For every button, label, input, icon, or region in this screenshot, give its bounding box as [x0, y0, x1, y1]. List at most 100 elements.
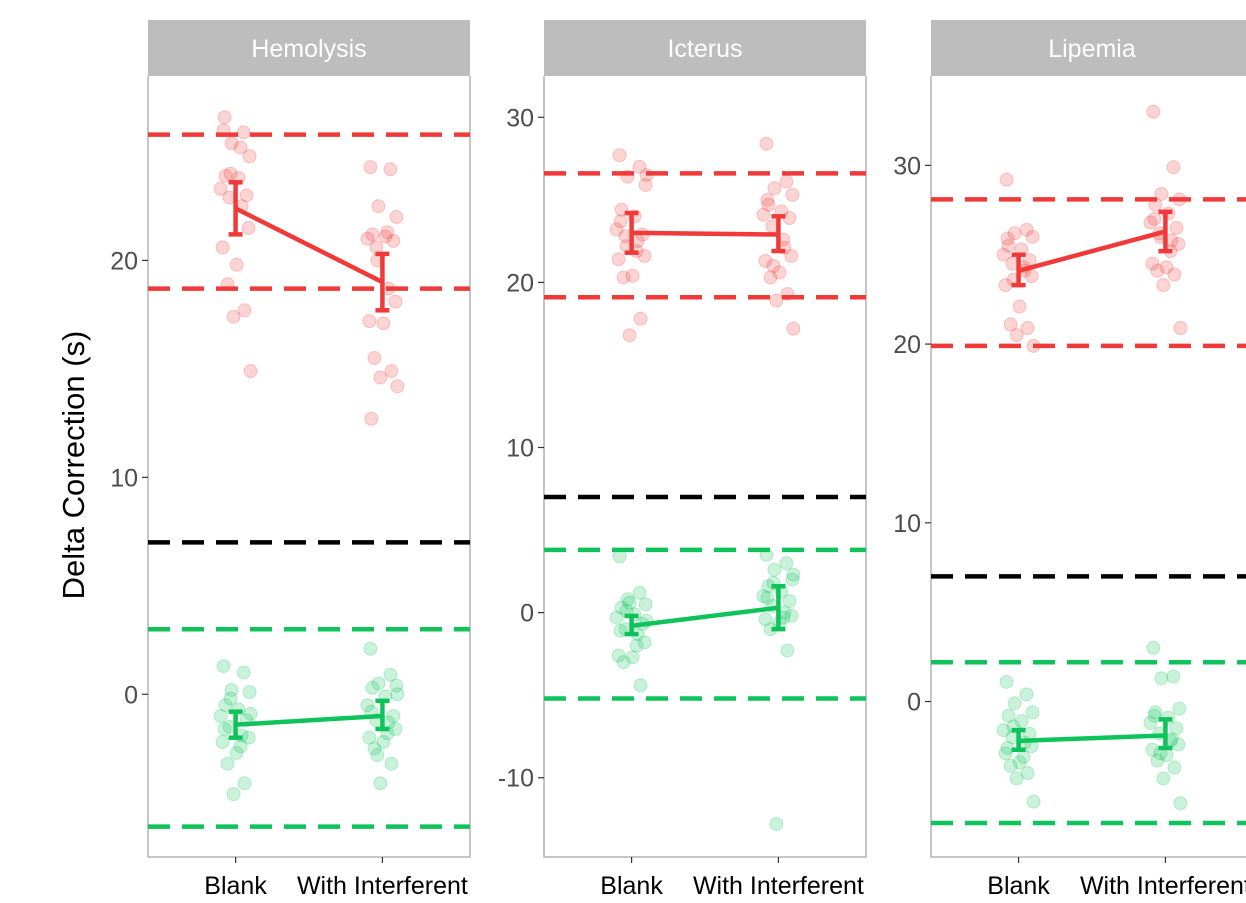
data-point [767, 562, 782, 577]
data-point [620, 169, 635, 184]
data-point [785, 187, 800, 202]
data-point [1156, 771, 1171, 786]
data-point [1007, 226, 1022, 241]
data-point [226, 787, 241, 802]
data-point [759, 136, 774, 151]
data-point [784, 608, 799, 623]
data-point [633, 678, 648, 693]
data-point [367, 351, 382, 366]
facet-label: Lipemia [1048, 35, 1136, 63]
facet-strip [148, 20, 470, 76]
data-point [378, 229, 393, 244]
y-tick-label: 20 [893, 331, 921, 359]
data-point [760, 192, 775, 207]
data-point [1007, 696, 1022, 711]
data-point [216, 659, 231, 674]
data-point [625, 650, 640, 665]
data-point [1003, 758, 1018, 773]
data-point [1025, 705, 1040, 720]
data-point [1156, 278, 1171, 293]
facet-label: Hemolysis [251, 35, 366, 63]
data-point [1020, 766, 1035, 781]
data-point [1171, 737, 1186, 752]
data-point [370, 748, 385, 763]
y-tick-label: -10 [498, 765, 534, 793]
data-point [1019, 222, 1034, 237]
data-point [759, 547, 774, 562]
y-tick-label: 0 [520, 600, 534, 628]
data-point [637, 635, 652, 650]
data-point [243, 364, 258, 379]
data-point [380, 225, 395, 240]
data-point [383, 162, 398, 177]
data-point [390, 687, 405, 702]
data-point [229, 257, 244, 272]
y-tick-label: 20 [110, 247, 138, 275]
data-point [242, 149, 257, 164]
panel-lipemia: Lipemia 0 10 20 30 Blank With Interferent [893, 20, 1246, 900]
x-tick-label: Blank [987, 872, 1050, 900]
data-point [1159, 260, 1174, 275]
data-point [1001, 238, 1016, 253]
data-point [1026, 338, 1041, 353]
data-point [622, 328, 637, 343]
data-point [761, 197, 776, 212]
data-point [236, 125, 251, 140]
data-point [611, 648, 626, 663]
data-point [780, 286, 795, 301]
x-tick-label: With Interferent [693, 872, 864, 900]
data-point [785, 572, 800, 587]
data-point [360, 698, 375, 713]
mean-line [1018, 229, 1166, 273]
data-point [367, 741, 382, 756]
data-point [362, 730, 377, 745]
data-point [364, 411, 379, 426]
mean-line [1018, 733, 1166, 744]
y-tick-label: 10 [893, 510, 921, 538]
data-point [612, 549, 627, 564]
y-axis-title: Delta Correction (s) [56, 331, 91, 600]
data-point [1012, 299, 1027, 314]
mean-line [234, 206, 384, 285]
data-point [237, 776, 252, 791]
data-point [613, 214, 628, 229]
data-point [638, 177, 653, 192]
panel-border [147, 76, 471, 858]
data-point [220, 756, 235, 771]
facet-strip [931, 20, 1246, 76]
data-point [616, 270, 631, 285]
data-point [758, 612, 773, 627]
data-point [236, 665, 251, 680]
data-point [1009, 328, 1024, 343]
data-point [1166, 669, 1181, 684]
mean-line [631, 605, 779, 629]
panel-icterus: Icterus -10 0 10 20 30 Blank With Interferent [498, 20, 867, 900]
data-point [383, 667, 398, 682]
data-point [1016, 749, 1031, 764]
data-point [242, 685, 257, 700]
data-point [1019, 687, 1034, 702]
data-point [609, 610, 624, 625]
data-point [217, 110, 232, 125]
data-point [638, 597, 653, 612]
data-point [637, 248, 652, 263]
x-tick-label: With Interferent [297, 872, 468, 900]
data-point [365, 227, 380, 242]
data-point [766, 258, 781, 273]
data-point [384, 756, 399, 771]
data-point [999, 172, 1014, 187]
data-point [224, 136, 239, 151]
data-point [769, 816, 784, 831]
mean-line [631, 230, 779, 237]
data-point [376, 316, 391, 331]
y-tick-label: 30 [506, 104, 534, 132]
data-point [786, 567, 801, 582]
x-tick-label: Blank [204, 872, 267, 900]
data-point [216, 123, 231, 138]
data-point [1172, 701, 1187, 716]
data-point [782, 594, 797, 609]
data-point [243, 706, 258, 721]
data-point [1167, 267, 1182, 282]
data-point [625, 268, 640, 283]
data-point [620, 592, 635, 607]
